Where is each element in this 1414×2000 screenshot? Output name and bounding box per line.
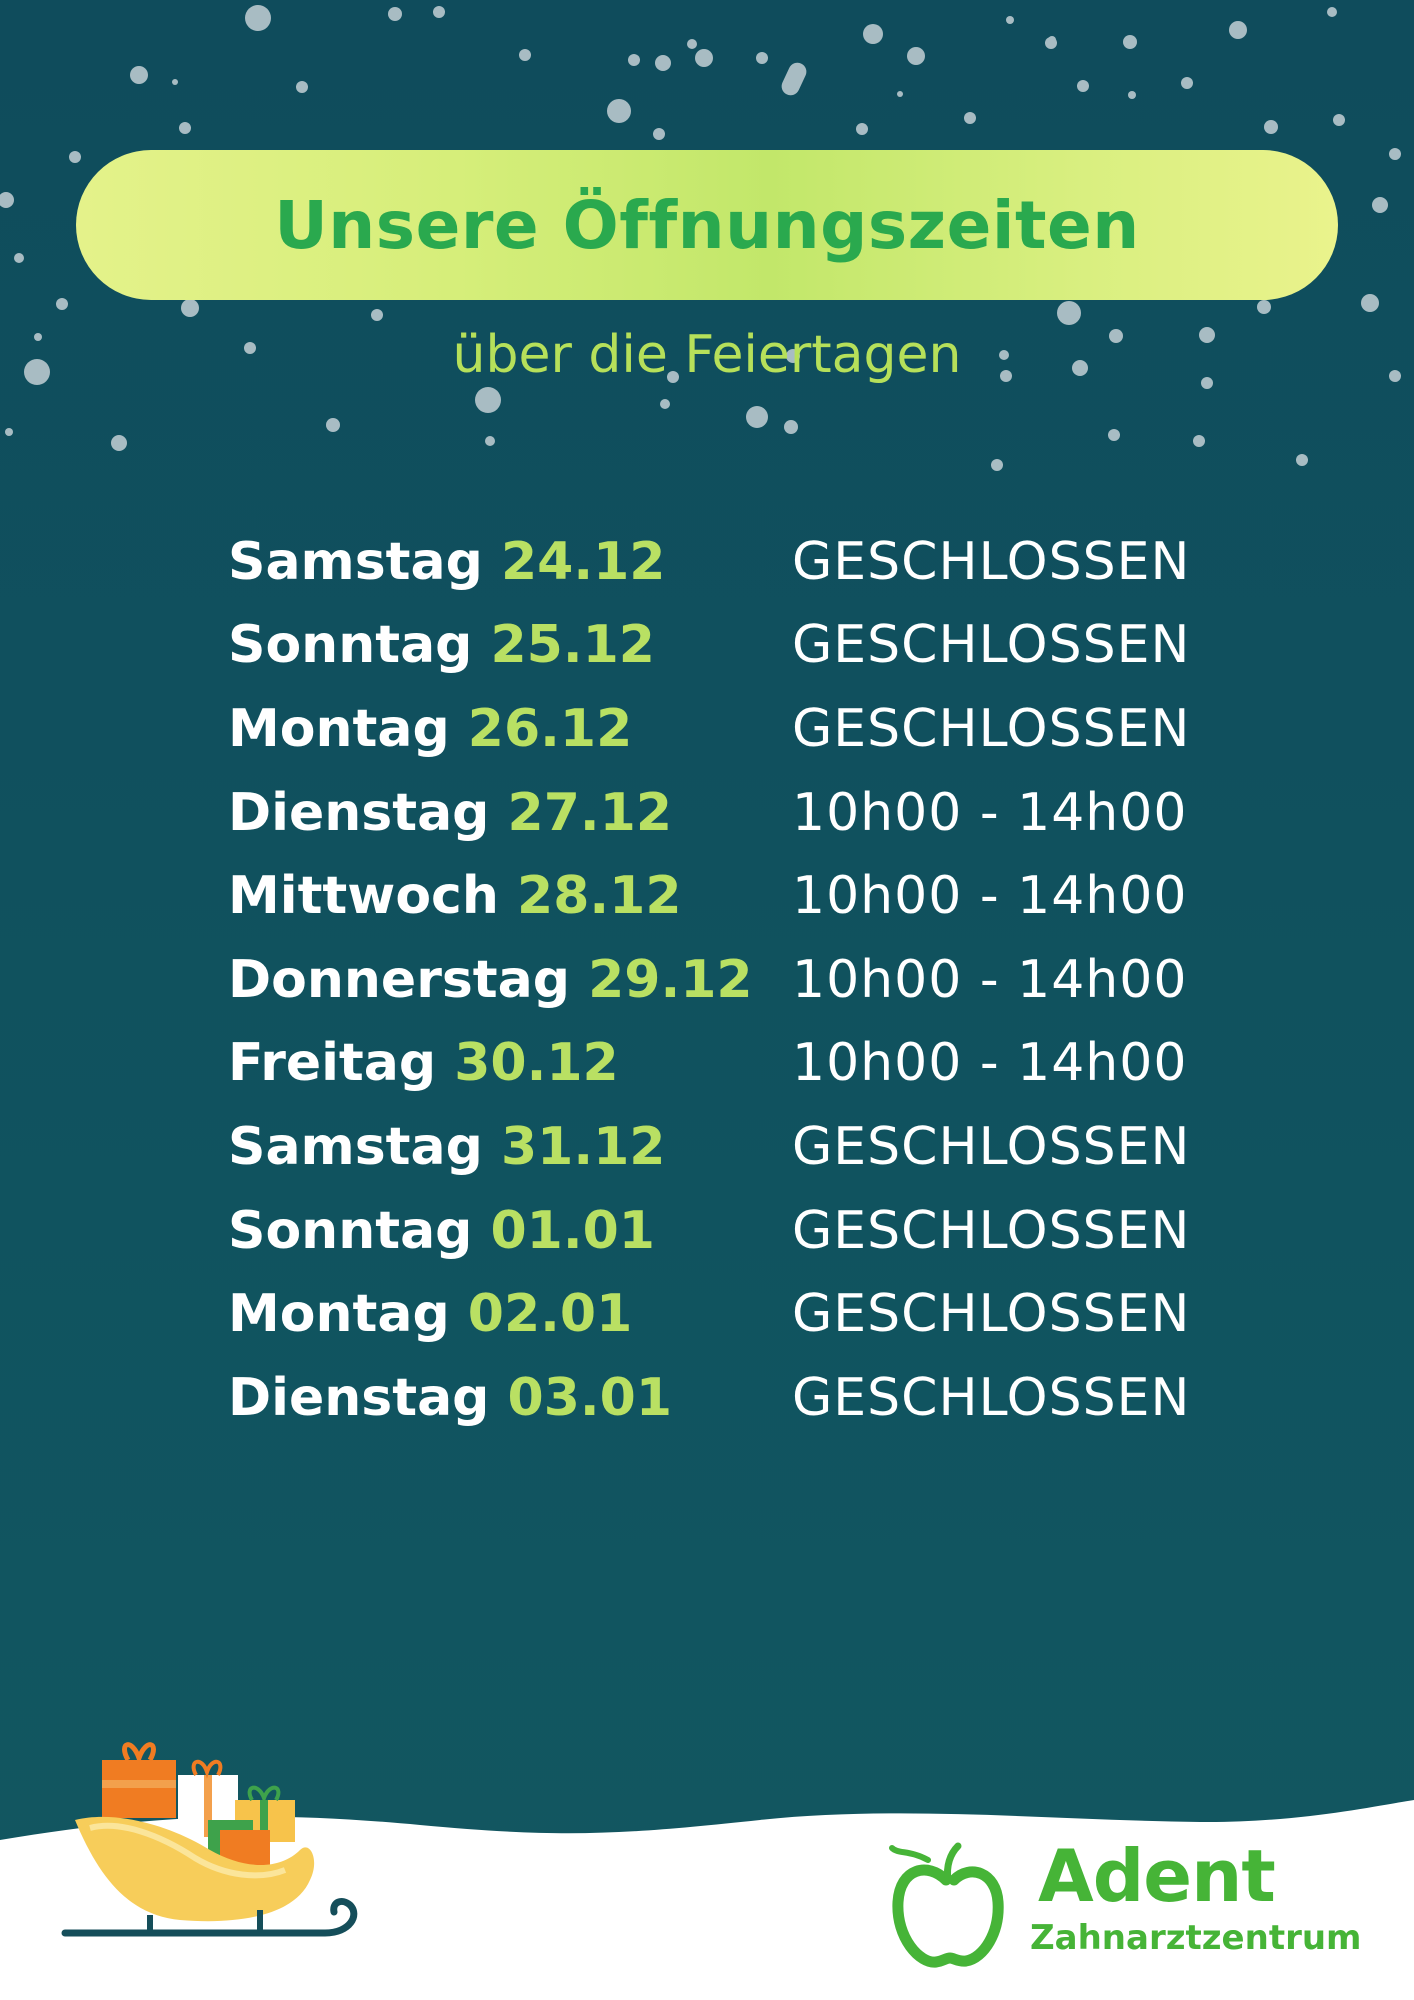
opening-status: GESCHLOSSEN [792,698,1191,759]
weekday-label: Dienstag [228,782,490,843]
schedule-row: Samstag 24.12 GESCHLOSSEN [228,520,1228,604]
weekday-label: Donnerstag [228,949,570,1010]
schedule-day: Samstag 31.12 [228,1117,665,1177]
schedule-row: Mittwoch 28.12 10h00 - 14h00 [228,854,1228,938]
date-label: 26.12 [467,698,633,759]
opening-status: GESCHLOSSEN [792,1367,1191,1428]
schedule-day: Montag 02.01 [228,1284,632,1344]
date-label: 31.12 [500,1116,666,1177]
opening-status: GESCHLOSSEN [792,1284,1191,1345]
page-subtitle: über die Feiertagen [452,325,962,385]
snowfall-decoration [0,5,1401,471]
adent-logo: Adent Zahnarztzentrum [888,1834,1362,1970]
date-label: 29.12 [588,949,753,1010]
schedule-day: Mittwoch 28.12 [228,866,682,926]
weekday-label: Samstag [228,1116,483,1177]
date-label: 27.12 [507,782,672,843]
schedule-day: Donnerstag 29.12 [228,950,753,1010]
opening-hours-list: Samstag 24.12 GESCHLOSSEN Sonntag 25.12 GES… [228,520,1228,1440]
weekday-label: Sonntag [228,1200,473,1261]
date-label: 28.12 [517,866,682,927]
weekday-label: Sonntag [228,615,473,676]
schedule-row: Samstag 31.12 GESCHLOSSEN [228,1105,1228,1189]
weekday-label: Mittwoch [228,866,499,927]
sleigh-with-gifts-icon [61,1742,358,1937]
schedule-day: Montag 26.12 [228,699,632,759]
date-label: 02.01 [467,1284,633,1345]
date-label: 03.01 [507,1367,672,1428]
weekday-label: Dienstag [228,1367,490,1428]
opening-status: 10h00 - 14h00 [792,782,1188,843]
weekday-label: Montag [228,698,450,759]
snow-ground [0,1800,1414,2000]
schedule-day: Freitag 30.12 [228,1033,619,1093]
opening-status: 10h00 - 14h00 [792,866,1188,927]
schedule-row: Dienstag 03.01 GESCHLOSSEN [228,1356,1228,1440]
logo-subtitle: Zahnarztzentrum [1030,1918,1362,1958]
schedule-day: Sonntag 01.01 [228,1201,655,1261]
page-title: Unsere Öffnungszeiten [274,186,1140,264]
schedule-row: Montag 26.12 GESCHLOSSEN [228,687,1228,771]
opening-status: GESCHLOSSEN [792,531,1191,592]
opening-status: 10h00 - 14h00 [792,949,1188,1010]
schedule-row: Montag 02.01 GESCHLOSSEN [228,1272,1228,1356]
date-label: 30.12 [454,1033,619,1094]
title-banner: Unsere Öffnungszeiten [76,150,1338,300]
opening-status: 10h00 - 14h00 [792,1033,1188,1094]
schedule-row: Sonntag 01.01 GESCHLOSSEN [228,1189,1228,1273]
schedule-row: Freitag 30.12 10h00 - 14h00 [228,1022,1228,1106]
weekday-label: Montag [228,1284,450,1345]
date-label: 24.12 [500,531,666,592]
apple-logo-icon [889,1842,1004,1968]
schedule-row: Dienstag 27.12 10h00 - 14h00 [228,771,1228,855]
weekday-label: Samstag [228,531,483,592]
schedule-day: Samstag 24.12 [228,532,665,592]
opening-status: GESCHLOSSEN [792,1116,1191,1177]
opening-status: GESCHLOSSEN [792,615,1191,676]
schedule-row: Sonntag 25.12 GESCHLOSSEN [228,604,1228,688]
opening-status: GESCHLOSSEN [792,1200,1191,1261]
date-label: 01.01 [490,1200,655,1261]
weekday-label: Freitag [228,1033,437,1094]
logo-name: Adent [1038,1834,1276,1918]
schedule-day: Sonntag 25.12 [228,615,655,675]
date-label: 25.12 [490,615,655,676]
schedule-day: Dienstag 03.01 [228,1368,672,1428]
schedule-day: Dienstag 27.12 [228,783,672,843]
schedule-row: Donnerstag 29.12 10h00 - 14h00 [228,938,1228,1022]
